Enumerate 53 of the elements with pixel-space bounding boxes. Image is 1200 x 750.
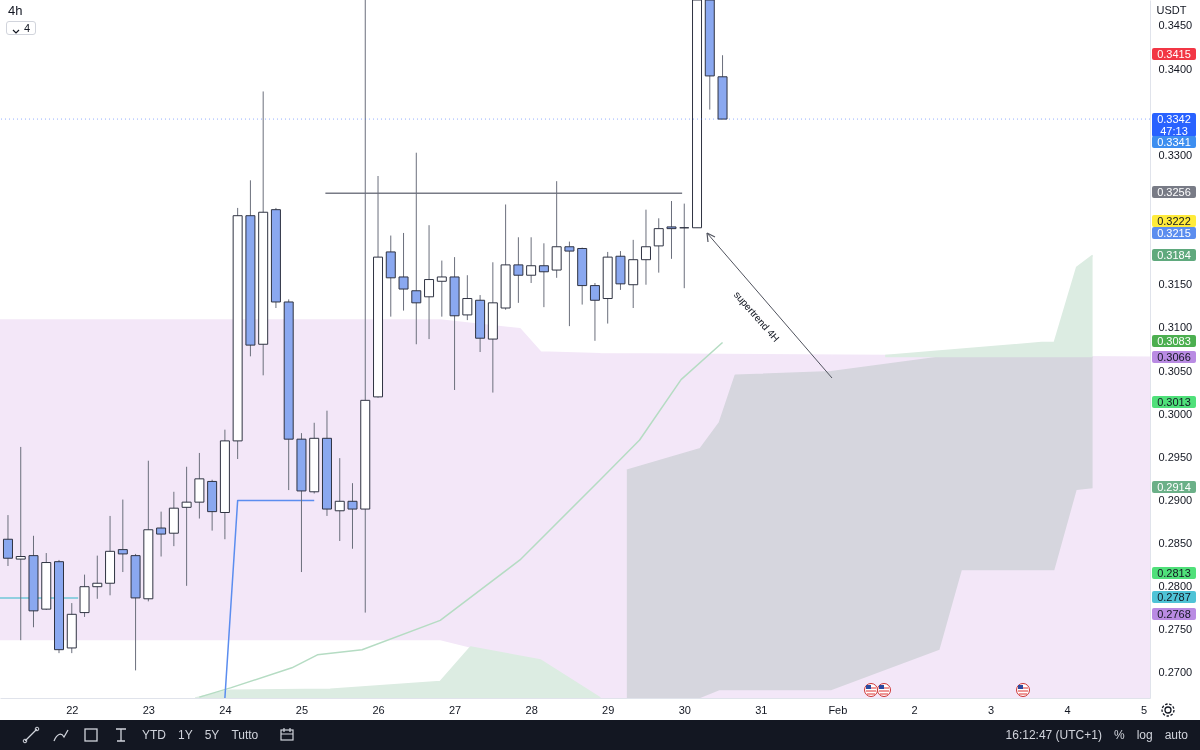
text: 0.3222: [1152, 215, 1196, 227]
text: 0.3341: [1152, 136, 1196, 148]
text: 0.3013: [1152, 396, 1196, 408]
y-axis-title: USDT: [1156, 3, 1187, 16]
text: 0.3184: [1152, 249, 1196, 261]
x-tick-label: 29: [602, 703, 615, 716]
y-tick-label: 0.2850: [1158, 537, 1193, 550]
text: 0.3415: [1152, 48, 1196, 60]
x-tick-label: 30: [678, 703, 691, 716]
x-tick-label: 31: [755, 703, 768, 716]
y-tick-label: 0.2750: [1158, 623, 1193, 636]
text: 1Y: [178, 728, 193, 742]
x-tick-label: 3: [987, 703, 995, 716]
y-tick-label: 0.2700: [1158, 666, 1193, 679]
x-tick-label: 5: [1141, 703, 1148, 716]
text: 0.2787: [1152, 591, 1196, 603]
y-tick-label: 0.3150: [1158, 278, 1193, 291]
text: 0.3215: [1152, 227, 1196, 239]
y-tick-label: 0.2800: [1158, 580, 1193, 593]
text: 0.2768: [1152, 608, 1196, 620]
text: 5Y: [204, 728, 220, 742]
text: auto: [1164, 728, 1188, 742]
text: log: [1136, 728, 1153, 742]
text: 0.2813: [1152, 567, 1196, 579]
text: YTD: [142, 728, 166, 742]
text: 0.3066: [1152, 351, 1196, 363]
text: 0.3083: [1152, 335, 1196, 347]
text: %: [1113, 728, 1125, 742]
y-tick-label: 0.3450: [1158, 19, 1193, 32]
annotation: 4: [24, 22, 31, 34]
ref-line-label: 0.3342 47:13: [1152, 113, 1196, 138]
x-tick-label: 27: [448, 703, 462, 716]
x-tick-label: 28: [525, 703, 538, 716]
x-tick-label: 24: [219, 703, 232, 716]
y-tick-label: 0.2900: [1158, 493, 1193, 506]
y-tick-label: 0.3300: [1158, 148, 1193, 161]
text: Tutto: [231, 728, 259, 742]
x-tick-label: 22: [66, 703, 79, 716]
text: 0.3256: [1152, 186, 1196, 198]
y-tick-label: 0.3000: [1158, 407, 1193, 420]
x-tick-label: 26: [372, 703, 385, 716]
y-tick-label: 0.3400: [1158, 62, 1193, 75]
x-tick-label: Feb: [828, 703, 848, 716]
y-tick-label: 0.3100: [1158, 321, 1193, 334]
text: 0.2914: [1152, 481, 1196, 493]
x-tick-label: 2: [911, 703, 918, 716]
y-tick-label: 0.3050: [1158, 364, 1193, 377]
x-tick-label: 25: [295, 703, 309, 716]
x-tick-label: 4: [1064, 703, 1071, 716]
x-tick-label: 23: [142, 703, 155, 716]
y-tick-label: 0.2950: [1158, 450, 1193, 463]
chart-title: 4h: [8, 3, 23, 18]
text: 16:12:47 (UTC+1): [1005, 728, 1102, 742]
